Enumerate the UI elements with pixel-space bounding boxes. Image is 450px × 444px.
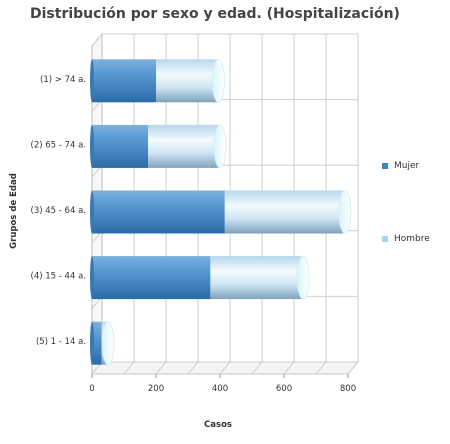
bar-mujer-4 bbox=[92, 256, 211, 300]
gridline-floor bbox=[187, 361, 199, 375]
bar-mujer-1 bbox=[92, 59, 156, 103]
x-tick-label: 400 bbox=[212, 384, 228, 394]
chart-title: Distribución por sexo y edad. (Hospitali… bbox=[30, 6, 400, 22]
category-label: (2) 65 - 74 a. bbox=[31, 140, 86, 150]
bar-start-cap bbox=[90, 256, 94, 300]
x-tick-label: 200 bbox=[148, 384, 164, 394]
y-axis-label: Grupos de Edad bbox=[9, 173, 19, 249]
bar-end-cap bbox=[338, 190, 352, 234]
category-label: (3) 45 - 64 a. bbox=[31, 206, 86, 216]
bar-end-cap bbox=[213, 124, 227, 169]
gridline-floor bbox=[315, 361, 327, 375]
x-tick-label: 800 bbox=[340, 384, 356, 394]
bar-hombre-2 bbox=[148, 124, 220, 168]
bar-mujer-5 bbox=[92, 321, 102, 365]
legend-item-mujer[interactable]: Mujer bbox=[382, 161, 419, 171]
x-tick-label: 600 bbox=[276, 384, 292, 394]
category-label: (4) 15 - 44 a. bbox=[31, 272, 86, 282]
bar-end-cap bbox=[296, 255, 310, 300]
bar-hombre-1 bbox=[156, 59, 219, 103]
bar-hombre-3 bbox=[224, 190, 345, 234]
gridline-floor bbox=[347, 361, 359, 375]
gridline-wall bbox=[91, 33, 103, 47]
legend-swatch-mujer bbox=[382, 163, 388, 169]
x-tick-label: 0 bbox=[89, 384, 94, 394]
bar-mujer-2 bbox=[92, 124, 148, 168]
gridline-floor bbox=[123, 361, 135, 375]
legend-item-hombre[interactable]: Hombre bbox=[382, 234, 430, 244]
category-label: (1) > 74 a. bbox=[40, 75, 86, 85]
legend-label-hombre: Hombre bbox=[394, 234, 430, 244]
bar-start-cap bbox=[90, 190, 94, 234]
x-axis-label: Casos bbox=[204, 420, 232, 430]
gridline-floor bbox=[219, 361, 231, 375]
bar-start-cap bbox=[90, 321, 94, 365]
category-label: (5) 1 - 14 a. bbox=[36, 337, 86, 347]
gridline-floor bbox=[283, 361, 295, 375]
gridline-floor bbox=[251, 361, 263, 375]
legend-swatch-hombre bbox=[382, 236, 388, 242]
bar-end-cap bbox=[101, 321, 115, 366]
bar-start-cap bbox=[90, 124, 94, 168]
bar-mujer-3 bbox=[92, 190, 225, 234]
legend-label-mujer: Mujer bbox=[394, 161, 420, 171]
bar-end-cap bbox=[211, 58, 225, 103]
gridline-floor bbox=[155, 361, 167, 375]
bar-hombre-4 bbox=[210, 256, 304, 300]
bar-start-cap bbox=[90, 59, 94, 103]
